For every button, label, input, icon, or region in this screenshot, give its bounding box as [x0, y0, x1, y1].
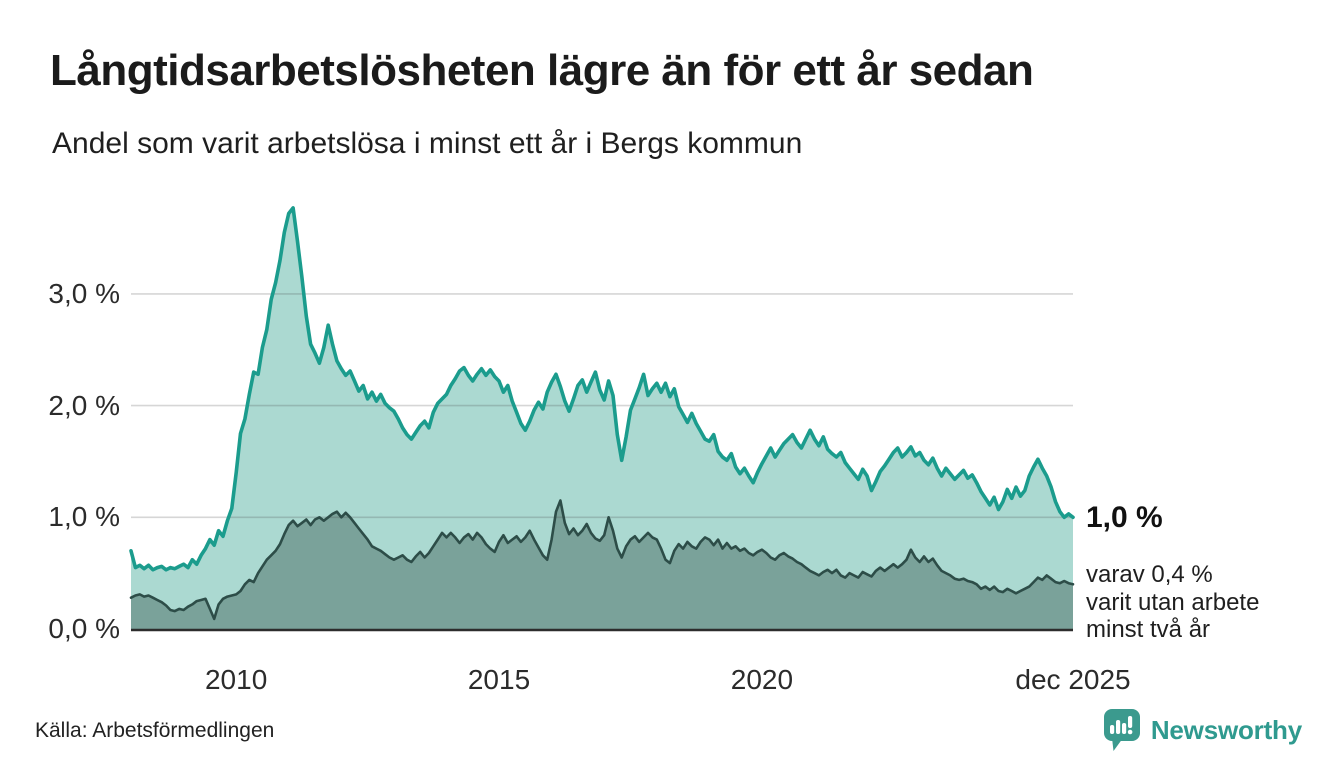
page-subtitle: Andel som varit arbetslösa i minst ett å… [52, 127, 803, 160]
y-axis-tick-label: 3,0 % [48, 277, 120, 309]
y-axis-tick-label: 0,0 % [48, 613, 120, 644]
x-axis-tick-label: 2010 [204, 664, 268, 695]
annotation-line: varit utan arbete [1086, 588, 1260, 616]
end-value-annotation: 1,0 % [1086, 501, 1163, 534]
annotation-line: varav 0,4 % [1086, 561, 1213, 588]
newsworthy-logo: Newsworthy [1103, 708, 1302, 752]
newsworthy-wordmark: Newsworthy [1150, 714, 1302, 745]
y-axis-tick-label: 1,0 % [48, 501, 120, 533]
x-axis-tick-label: 2015 [467, 664, 531, 695]
x-axis-tick-label: dec 2025 [1015, 664, 1131, 695]
annotation-line: minst två år [1086, 616, 1211, 643]
y-axis-tick-label: 2,0 % [48, 389, 120, 421]
source-note: Källa: Arbetsförmedlingen [35, 719, 275, 742]
x-axis-tick-label: 2020 [730, 664, 794, 695]
page-title: Långtidsarbetslösheten lägre än för ett … [50, 46, 1034, 95]
newsworthy-bubble-icon [1103, 709, 1140, 751]
end-value-annotation-detail: varav 0,4 % varit utan arbete minst två … [1086, 561, 1259, 644]
series-fill-minst-tva-ar [131, 500, 1073, 629]
series-line-minst-ett-ar [129, 206, 1075, 572]
series-fill-minst-ett-ar [131, 207, 1073, 629]
series-line-minst-tva-ar [129, 499, 1075, 621]
